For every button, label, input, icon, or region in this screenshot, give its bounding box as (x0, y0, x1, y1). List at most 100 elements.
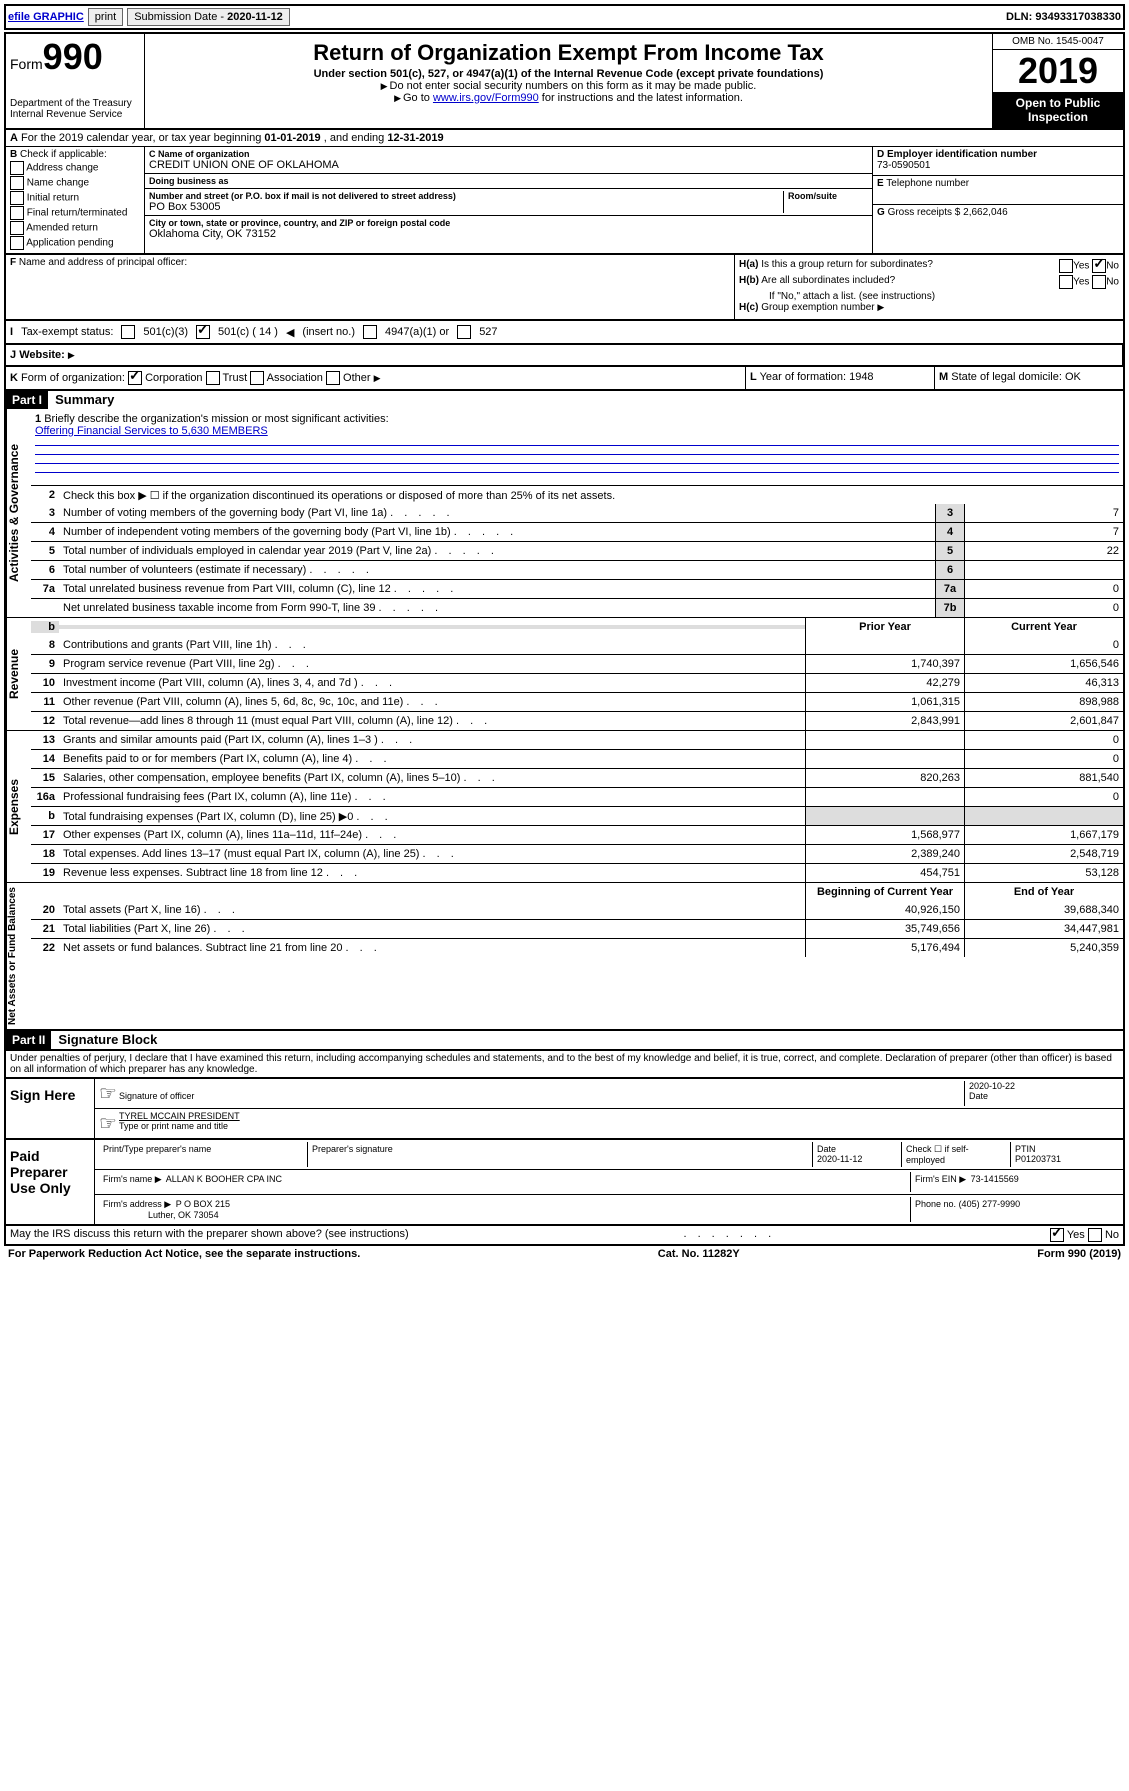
summary-line: 15Salaries, other compensation, employee… (31, 768, 1123, 787)
header-left: Form990 Department of the Treasury Inter… (6, 34, 145, 128)
cb-other[interactable] (326, 371, 340, 385)
discuss-yes-checkbox[interactable] (1050, 1228, 1064, 1242)
print-button[interactable]: print (88, 8, 123, 26)
firm-ein: 73-1415569 (971, 1174, 1019, 1184)
vtab-expenses: Expenses (6, 731, 31, 882)
header-right: OMB No. 1545-0047 2019 Open to Public In… (992, 34, 1123, 128)
vtab-revenue: Revenue (6, 618, 31, 730)
gross-receipts: 2,662,046 (963, 207, 1008, 218)
firm-addr: P O BOX 215 (176, 1199, 230, 1209)
summary-line: 11Other revenue (Part VIII, column (A), … (31, 692, 1123, 711)
vtab-governance: Activities & Governance (6, 409, 31, 617)
cat-no: Cat. No. 11282Y (658, 1248, 740, 1260)
summary-line: 19Revenue less expenses. Subtract line 1… (31, 863, 1123, 882)
org-name: CREDIT UNION ONE OF OKLAHOMA (149, 159, 868, 171)
row-klm: K Form of organization: Corporation Trus… (4, 367, 1125, 391)
efile-link[interactable]: efile GRAPHIC (8, 11, 84, 23)
irs-link[interactable]: www.irs.gov/Form990 (433, 92, 539, 104)
colb-checkbox-item[interactable]: Initial return (10, 191, 140, 205)
section-bcd: B Check if applicable: Address change Na… (4, 147, 1125, 255)
summary-line: 3Number of voting members of the governi… (31, 504, 1123, 522)
note-ssn: Do not enter social security numbers on … (149, 80, 988, 92)
footer: For Paperwork Reduction Act Notice, see … (4, 1246, 1125, 1262)
open-inspection: Open to Public Inspection (993, 92, 1123, 128)
mission-block: 1 Briefly describe the organization's mi… (31, 409, 1123, 485)
form-subtitle: Under section 501(c), 527, or 4947(a)(1)… (149, 68, 988, 80)
summary-line: 6Total number of volunteers (estimate if… (31, 560, 1123, 579)
colb-checkbox-item[interactable]: Amended return (10, 221, 140, 235)
paid-preparer-label: Paid Preparer Use Only (6, 1140, 95, 1224)
discuss-row: May the IRS discuss this return with the… (4, 1226, 1125, 1246)
summary-line: 18Total expenses. Add lines 13–17 (must … (31, 844, 1123, 863)
summary-line: 12Total revenue—add lines 8 through 11 (… (31, 711, 1123, 730)
part-i: Part I Summary Activities & Governance 1… (4, 391, 1125, 1031)
ha-no-checkbox[interactable] (1092, 259, 1106, 273)
dept-treasury: Department of the Treasury Internal Reve… (10, 98, 140, 120)
form-header: Form990 Department of the Treasury Inter… (4, 32, 1125, 130)
summary-line: 8Contributions and grants (Part VIII, li… (31, 636, 1123, 654)
firm-city: Luther, OK 73054 (148, 1210, 219, 1220)
summary-line: 4Number of independent voting members of… (31, 522, 1123, 541)
cb-trust[interactable] (206, 371, 220, 385)
cb-527[interactable] (457, 325, 471, 339)
ptin: P01203731 (1015, 1154, 1061, 1164)
summary-line: 9Program service revenue (Part VIII, lin… (31, 654, 1123, 673)
form-title: Return of Organization Exempt From Incom… (149, 40, 988, 66)
summary-line: 20Total assets (Part X, line 16) . . .40… (31, 901, 1123, 919)
form-number: Form990 (10, 36, 140, 78)
omb-number: OMB No. 1545-0047 (993, 34, 1123, 50)
hb-yes-checkbox[interactable] (1059, 275, 1073, 289)
submission-date: Submission Date - 2020-11-12 (127, 8, 290, 26)
officer-name: TYREL MCCAIN PRESIDENT (119, 1111, 240, 1121)
summary-line: 10Investment income (Part VIII, column (… (31, 673, 1123, 692)
row-fh: F Name and address of principal officer:… (4, 255, 1125, 321)
col-b-checkboxes: B Check if applicable: Address change Na… (6, 147, 145, 253)
colb-checkbox-item[interactable]: Address change (10, 161, 140, 175)
summary-line: 21Total liabilities (Part X, line 26) . … (31, 919, 1123, 938)
discuss-no-checkbox[interactable] (1088, 1228, 1102, 1242)
paid-preparer-section: Paid Preparer Use Only Print/Type prepar… (4, 1140, 1125, 1226)
cb-501c3[interactable] (121, 325, 135, 339)
prep-date: 2020-11-12 (817, 1154, 862, 1164)
colb-checkbox-item[interactable]: Final return/terminated (10, 206, 140, 220)
summary-line: 5Total number of individuals employed in… (31, 541, 1123, 560)
tax-year: 2019 (993, 50, 1123, 92)
top-bar: efile GRAPHIC print Submission Date - 20… (4, 4, 1125, 30)
sign-here-label: Sign Here (6, 1079, 95, 1138)
cb-corp[interactable] (128, 371, 142, 385)
summary-line: 7aTotal unrelated business revenue from … (31, 579, 1123, 598)
summary-line: bTotal fundraising expenses (Part IX, co… (31, 806, 1123, 825)
summary-line: 16aProfessional fundraising fees (Part I… (31, 787, 1123, 806)
note-link: Go to www.irs.gov/Form990 for instructio… (149, 92, 988, 104)
part-i-header: Part I (6, 391, 48, 409)
summary-line: 22Net assets or fund balances. Subtract … (31, 938, 1123, 957)
col-c-org: C Name of organization CREDIT UNION ONE … (145, 147, 1123, 253)
ha-yes-checkbox[interactable] (1059, 259, 1073, 273)
colb-checkbox-item[interactable]: Application pending (10, 236, 140, 250)
row-a-tax-year: A For the 2019 calendar year, or tax yea… (4, 130, 1125, 147)
cb-assoc[interactable] (250, 371, 264, 385)
perjury-statement: Under penalties of perjury, I declare th… (4, 1051, 1125, 1079)
sign-here-section: Sign Here ☞ Signature of officer 2020-10… (4, 1079, 1125, 1140)
col-h-group: H(a) Is this a group return for subordin… (735, 255, 1123, 319)
dln: DLN: 93493317038330 (1006, 11, 1121, 23)
row-j-website: J Website: (4, 345, 1125, 367)
hb-no-checkbox[interactable] (1092, 275, 1106, 289)
vtab-net-assets: Net Assets or Fund Balances (6, 883, 31, 1029)
sig-date: 2020-10-22 (969, 1081, 1015, 1091)
summary-line: 14Benefits paid to or for members (Part … (31, 749, 1123, 768)
header-center: Return of Organization Exempt From Incom… (145, 34, 992, 128)
summary-line: 17Other expenses (Part IX, column (A), l… (31, 825, 1123, 844)
state-domicile: OK (1065, 371, 1081, 383)
cb-501c[interactable] (196, 325, 210, 339)
mission-text: Offering Financial Services to 5,630 MEM… (35, 425, 268, 437)
cb-4947[interactable] (363, 325, 377, 339)
col-de: D Employer identification number 73-0590… (872, 147, 1123, 253)
form-version: Form 990 (2019) (1037, 1248, 1121, 1260)
colb-checkbox-item[interactable]: Name change (10, 176, 140, 190)
paperwork-notice: For Paperwork Reduction Act Notice, see … (8, 1248, 360, 1260)
part-ii: Part II Signature Block (4, 1031, 1125, 1051)
org-city: Oklahoma City, OK 73152 (149, 228, 868, 240)
year-formation: 1948 (849, 371, 873, 383)
firm-name: ALLAN K BOOHER CPA INC (166, 1174, 282, 1184)
